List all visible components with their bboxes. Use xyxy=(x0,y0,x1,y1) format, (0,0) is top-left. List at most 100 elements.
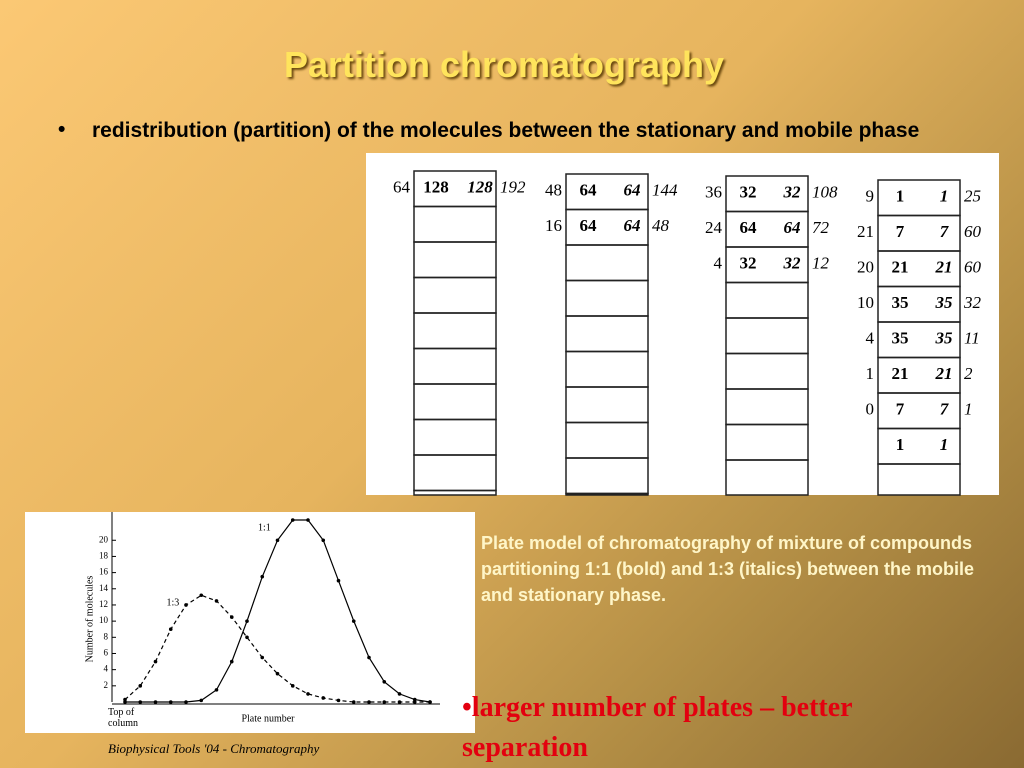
y-tick-label: 18 xyxy=(99,550,109,560)
plate-bold-count: 35 xyxy=(892,329,909,348)
curve-label: 1:3 xyxy=(166,598,179,609)
plate-left-count: 4 xyxy=(714,254,723,273)
plate-bold-italic-count: 35 xyxy=(935,293,954,312)
data-point xyxy=(245,619,249,623)
plate-bold-italic-count: 1 xyxy=(940,435,949,454)
data-point xyxy=(260,655,265,660)
data-point xyxy=(260,574,265,579)
data-point xyxy=(382,700,387,704)
y-tick-label: 14 xyxy=(99,583,109,593)
data-point xyxy=(123,697,127,702)
plate-bold-italic-count: 7 xyxy=(940,400,950,419)
plate-right-count: 11 xyxy=(964,329,980,348)
plate-bold-count: 21 xyxy=(892,258,909,277)
data-point xyxy=(138,700,143,704)
data-point xyxy=(367,655,371,660)
plate-bold-count: 35 xyxy=(892,293,909,312)
plate-bold-italic-count: 21 xyxy=(935,258,953,277)
plate-left-count: 36 xyxy=(705,183,722,202)
plate-bold-count: 7 xyxy=(896,222,905,241)
data-point xyxy=(321,538,326,543)
plate-bold-italic-count: 35 xyxy=(935,329,954,348)
curve-label: 1:1 xyxy=(258,522,271,533)
data-point xyxy=(214,688,219,692)
plate-right-count: 60 xyxy=(964,222,982,241)
plate-bold-italic-count: 128 xyxy=(467,178,493,197)
data-point xyxy=(275,538,280,543)
data-point xyxy=(290,684,295,688)
plate-bold-italic-count: 32 xyxy=(783,254,802,273)
y-tick-label: 20 xyxy=(99,534,109,544)
plate-right-count: 48 xyxy=(652,216,670,235)
plate-bold-italic-count: 32 xyxy=(783,183,802,202)
data-point xyxy=(290,518,295,522)
data-point xyxy=(168,700,173,704)
plate-right-count: 108 xyxy=(812,183,838,202)
plate-left-count: 64 xyxy=(393,178,411,197)
x-origin-label: Top of column xyxy=(108,707,138,729)
plate-left-count: 20 xyxy=(857,258,874,277)
data-point xyxy=(321,696,326,700)
x-axis-label: Plate number xyxy=(241,713,295,724)
y-tick-label: 2 xyxy=(104,680,109,690)
data-point xyxy=(306,518,310,522)
plate-bold-count: 1 xyxy=(896,187,905,206)
y-tick-label: 4 xyxy=(104,664,109,674)
y-axis-label: Number of molecules xyxy=(84,576,95,663)
data-point xyxy=(168,627,173,632)
data-point xyxy=(397,692,402,696)
plate-bold-italic-count: 21 xyxy=(935,364,953,383)
plate-cell xyxy=(565,492,649,496)
data-point xyxy=(397,700,402,704)
plate-bold-italic-count: 7 xyxy=(940,222,950,241)
data-point xyxy=(229,615,234,619)
plate-right-count: 25 xyxy=(964,187,981,206)
plate-bold-count: 64 xyxy=(580,216,598,235)
plate-bold-count: 1 xyxy=(896,435,905,454)
plate-right-count: 1 xyxy=(964,400,973,419)
footer: Biophysical Tools '04 - Chromatography xyxy=(108,741,320,756)
data-point xyxy=(184,603,188,607)
plate-left-count: 10 xyxy=(857,293,874,312)
plate-left-count: 16 xyxy=(545,216,562,235)
plate-right-count: 144 xyxy=(652,181,678,200)
plate-bold-italic-count: 64 xyxy=(624,216,641,235)
plate-bold-count: 64 xyxy=(580,181,598,200)
plate-right-count: 12 xyxy=(812,254,830,273)
data-point xyxy=(245,635,249,640)
bullet-text: redistribution (partition) of the molecu… xyxy=(92,119,920,142)
data-point xyxy=(382,679,387,684)
conclusion: •larger number of plates – better separa… xyxy=(462,692,853,763)
curve xyxy=(124,594,430,703)
data-point xyxy=(306,692,310,696)
plate-bold-italic-count: 64 xyxy=(624,181,641,200)
data-point xyxy=(153,659,158,664)
plate-left-count: 24 xyxy=(705,218,723,237)
plate-bold-count: 128 xyxy=(423,178,449,197)
data-point xyxy=(138,684,143,688)
plate-bold-count: 32 xyxy=(740,183,757,202)
plate-cell xyxy=(877,463,961,496)
data-point xyxy=(428,700,432,704)
slide-title: Partition chromatography xyxy=(283,44,725,85)
data-point xyxy=(351,700,356,704)
plate-bold-italic-count: 64 xyxy=(784,218,801,237)
plate-bold-count: 32 xyxy=(740,254,757,273)
data-point xyxy=(336,698,341,703)
data-point xyxy=(229,659,234,664)
plate-right-count: 72 xyxy=(812,218,830,237)
plate-cell xyxy=(725,459,809,496)
plate-right-count: 60 xyxy=(964,258,982,277)
y-tick-label: 16 xyxy=(99,567,109,577)
plate-bold-count: 21 xyxy=(892,364,909,383)
data-point xyxy=(199,698,204,703)
data-point xyxy=(412,700,417,704)
data-point xyxy=(351,619,356,623)
bullet: • xyxy=(58,118,66,141)
plate-bold-count: 64 xyxy=(740,218,758,237)
plate-left-count: 0 xyxy=(866,400,875,419)
plate-left-count: 21 xyxy=(857,222,874,241)
data-point xyxy=(214,599,219,603)
